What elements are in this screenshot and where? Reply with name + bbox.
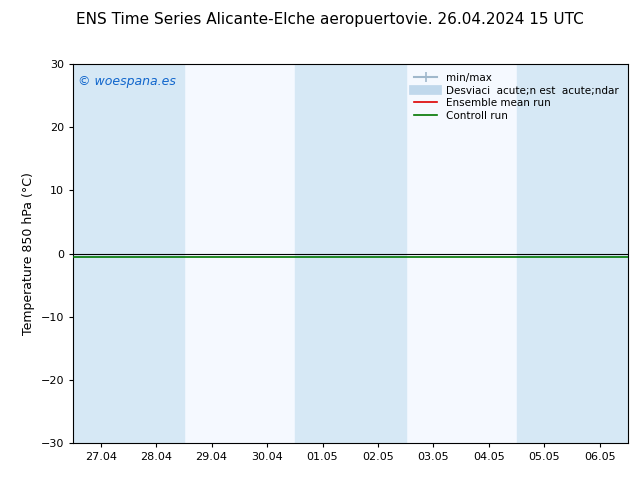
Text: ENS Time Series Alicante-Elche aeropuerto: ENS Time Series Alicante-Elche aeropuert… bbox=[77, 12, 405, 27]
Text: © woespana.es: © woespana.es bbox=[79, 75, 176, 88]
Y-axis label: Temperature 850 hPa (°C): Temperature 850 hPa (°C) bbox=[22, 172, 35, 335]
Bar bbox=[517, 64, 628, 443]
Bar bbox=[295, 64, 406, 443]
Legend: min/max, Desviaci  acute;n est  acute;ndar, Ensemble mean run, Controll run: min/max, Desviaci acute;n est acute;ndar… bbox=[410, 69, 623, 125]
Bar bbox=[73, 64, 184, 443]
Text: vie. 26.04.2024 15 UTC: vie. 26.04.2024 15 UTC bbox=[405, 12, 584, 27]
